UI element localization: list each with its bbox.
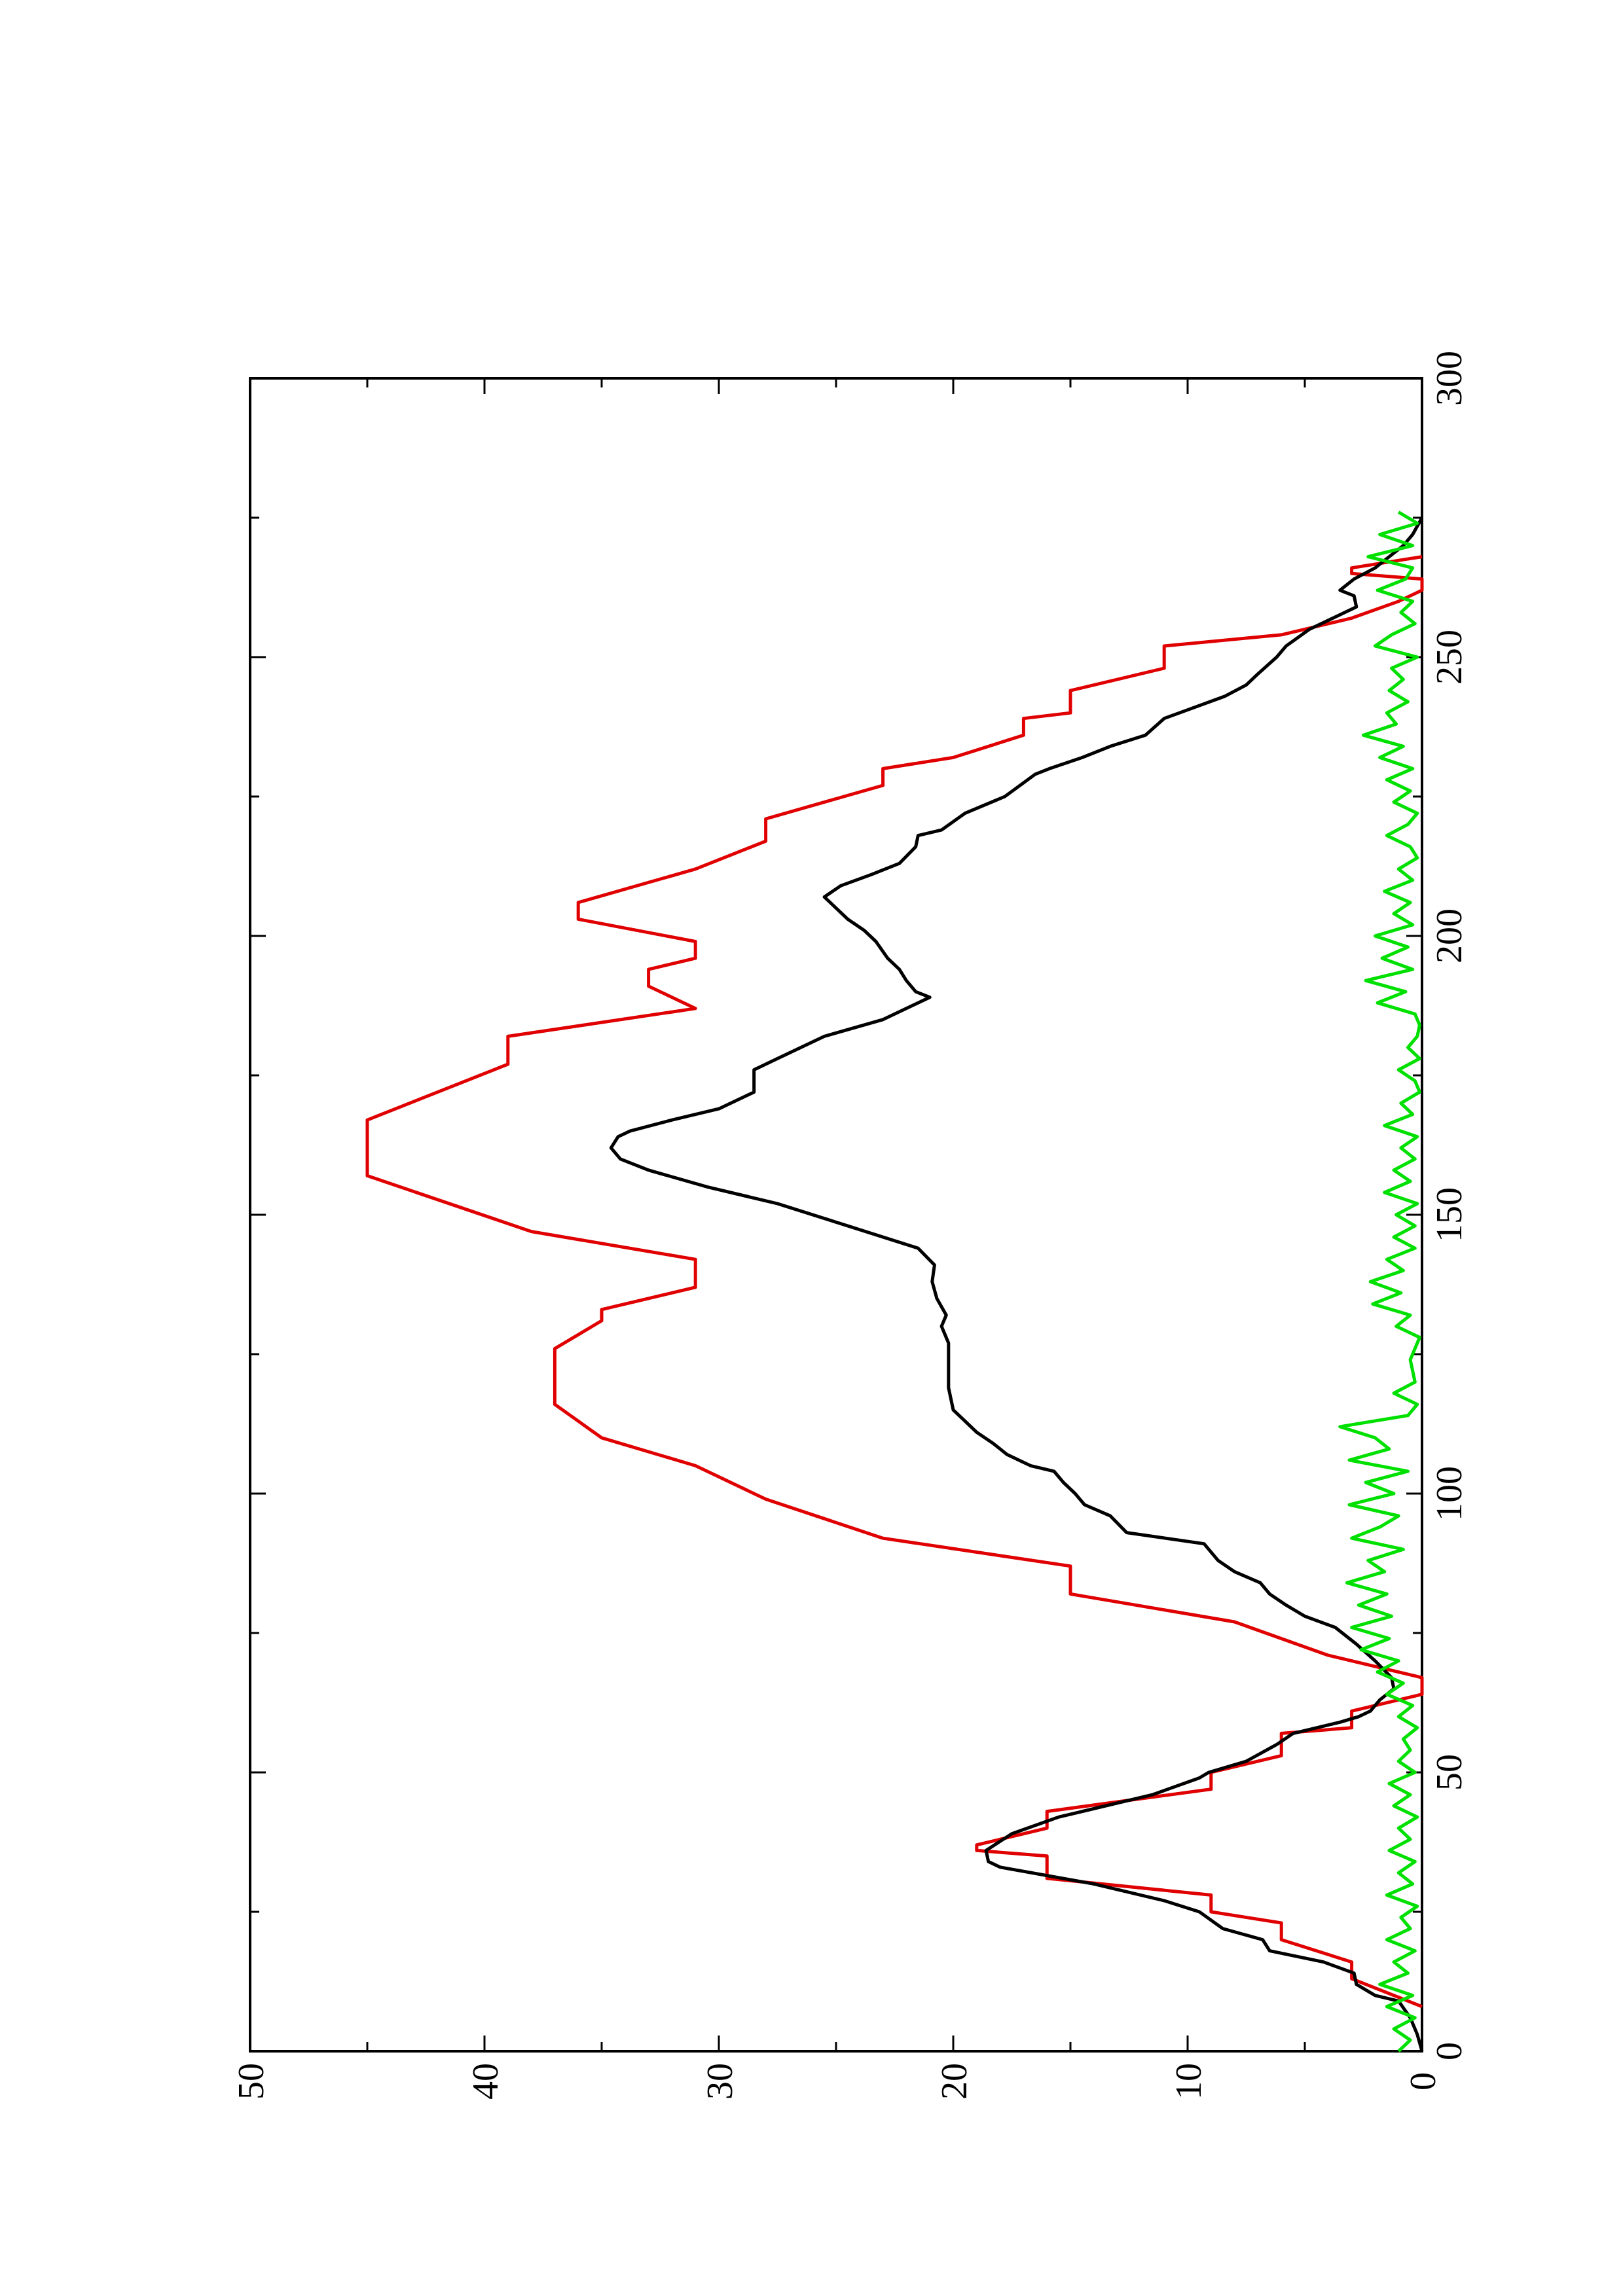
x-tick-label: 200 [1429, 908, 1470, 963]
y-tick-label: 10 [1169, 2063, 1209, 2100]
axis-tick-labels: 0 50 100 150 200 250 300 0 10 20 30 40 50 [231, 351, 1470, 2100]
series-line-2 [609, 516, 1424, 2052]
series-line-1 [365, 555, 1424, 2009]
x-tick-label: 50 [1429, 1754, 1470, 1791]
x-tick-label: 300 [1429, 351, 1470, 406]
x-tick-label: 150 [1429, 1187, 1470, 1242]
x-tick-label: 0 [1429, 2042, 1470, 2060]
y-tick-label: 40 [465, 2063, 506, 2100]
y-tick-label: 30 [700, 2063, 740, 2100]
plot-frame [249, 377, 1423, 2053]
series-line-3 [1338, 511, 1421, 2053]
y-tick-label: 0 [1403, 2072, 1444, 2090]
x-tick-label: 100 [1429, 1466, 1470, 1521]
y-tick-label: 20 [934, 2063, 975, 2100]
x-tick-label: 250 [1429, 630, 1470, 685]
axis-ticks [249, 377, 1423, 2053]
y-tick-label: 50 [231, 2063, 272, 2100]
data-series [365, 511, 1424, 2053]
